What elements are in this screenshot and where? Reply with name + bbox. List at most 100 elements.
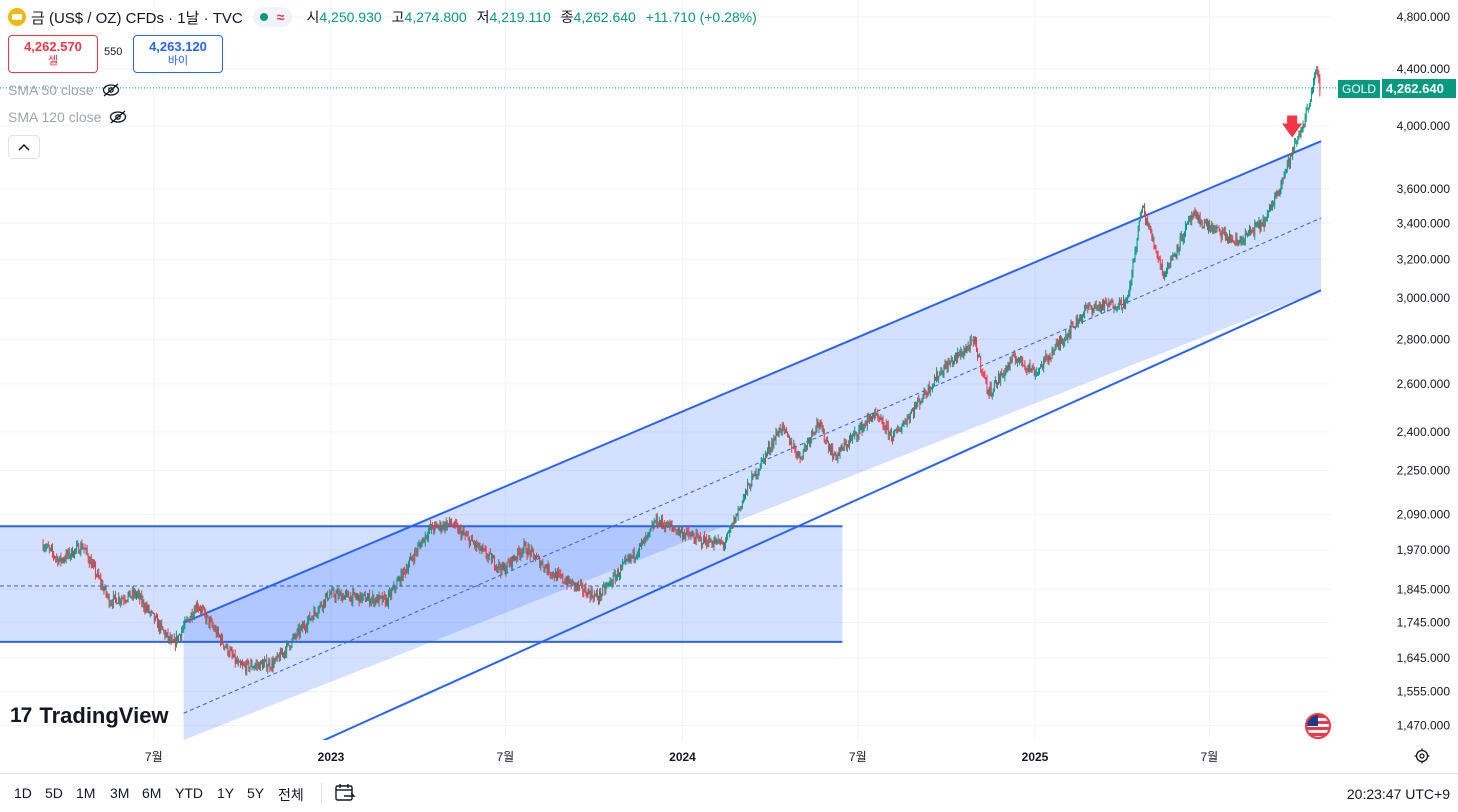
candle-body [509,557,511,566]
eye-crossed-icon[interactable] [102,83,120,97]
time-axis[interactable]: 7월 2023 7월 2024 7월 2025 7월 [145,750,1218,764]
candle-body [462,531,464,533]
candle-body [934,379,935,384]
candle-body [653,522,655,529]
timeframe-all[interactable]: 전체 [278,787,304,803]
candle-body [279,650,281,661]
market-status[interactable]: ≈ [252,7,293,27]
candle-body [1051,350,1053,359]
price-tick-label: 1,555.000 [1397,685,1451,699]
candle-body [308,615,310,621]
price-axis[interactable]: 4,800.000 4,400.000 4,000.000 3,600.000 3,40… [1397,10,1451,732]
candle-body [684,534,685,537]
candle-body [1086,306,1088,307]
timeframe-1m[interactable]: 1M [76,785,96,801]
candle-body [925,394,927,395]
candle-body [588,590,590,593]
candle-body [313,610,315,620]
candle-body [765,453,766,462]
candle-body [792,447,794,449]
candle-body [66,552,68,556]
candle-body [766,453,767,455]
clock[interactable]: 20:23:47 UTC+9 [1346,786,1450,802]
timeframe-1d[interactable]: 1D [14,785,32,801]
candle-body [732,523,734,527]
candle-body [270,668,272,669]
candle-body [784,429,786,431]
candle-body [1281,177,1283,185]
timeframe-1y[interactable]: 1Y [217,785,235,801]
price-tick-label: 3,600.000 [1397,182,1451,196]
candle-body [251,662,253,668]
candle-body [920,400,922,405]
candle-body [1056,342,1058,346]
timeframe-6m[interactable]: 6M [142,785,162,801]
candle-body [944,364,946,368]
candle-body [394,585,396,589]
candle-body [376,595,378,603]
candle-body [192,615,194,619]
candle-body [794,445,796,450]
candle-body [105,586,107,595]
candle-body [180,634,181,638]
candle-body [1095,305,1097,307]
collapse-legend-button[interactable] [8,135,40,159]
candle-body [1257,222,1259,227]
candle-body [918,399,920,401]
us-flag-icon[interactable] [1305,713,1331,739]
candle-body [1190,216,1192,221]
price-chart[interactable]: 4,800.000 4,400.000 4,000.000 3,600.000 3,40… [0,0,1458,772]
price-tick-label: 1,470.000 [1397,718,1451,732]
candle-body [336,591,338,594]
timeframe-5y[interactable]: 5Y [247,785,265,801]
candle-body [1305,109,1307,118]
buy-button[interactable]: 4,263.120 바이 [133,35,223,73]
calendar-icon[interactable] [334,782,356,804]
candle-body [446,523,448,529]
candle-body [318,606,320,612]
candle-body [1155,247,1157,254]
tradingview-watermark[interactable]: 17 TradingView [10,703,169,729]
candle-body [1117,307,1119,309]
candle-body [757,471,759,476]
candle-body [670,524,672,526]
sell-button[interactable]: 4,262.570 셀 [8,35,98,73]
candle-body [1030,369,1032,372]
candle-body [487,555,489,559]
tradingview-logo: 17 [10,704,32,727]
candle-body [1145,213,1146,223]
candle-body [884,428,886,432]
indicator-sma-50[interactable]: SMA 50 close [8,82,120,98]
timeframe-5d[interactable]: 5D [45,785,63,801]
candle-body [206,615,208,621]
candle-body [70,548,72,556]
eye-crossed-icon[interactable] [109,110,127,124]
candle-body [657,525,659,527]
candle-body [893,433,894,440]
indicator-sma-120[interactable]: SMA 120 close [8,109,127,125]
timeframe-3m[interactable]: 3M [110,785,130,801]
timeframe-ytd[interactable]: YTD [175,785,203,801]
candle-body [610,581,612,585]
candle-body [48,547,50,549]
candle-body [774,438,776,441]
candle-body [442,523,444,529]
candle-body [212,625,214,628]
candle-body [429,525,430,531]
candle-body [1217,227,1219,229]
candle-body [194,610,196,613]
candle-body [258,663,260,670]
candle-body [1250,229,1251,233]
candle-body [1148,226,1150,228]
candle-body [1044,359,1046,361]
candle-body [889,430,891,432]
candle-body [102,583,104,591]
gear-icon[interactable] [1413,747,1431,765]
candle-body [1147,219,1149,227]
symbol-title[interactable]: 금 (US$ / OZ) CFDs · 1날 · TVC [31,9,243,27]
candle-body [65,552,67,560]
candle-body [773,438,775,447]
candle-body [728,532,730,534]
sell-label: 셀 [47,55,59,67]
candle-body [152,612,154,614]
